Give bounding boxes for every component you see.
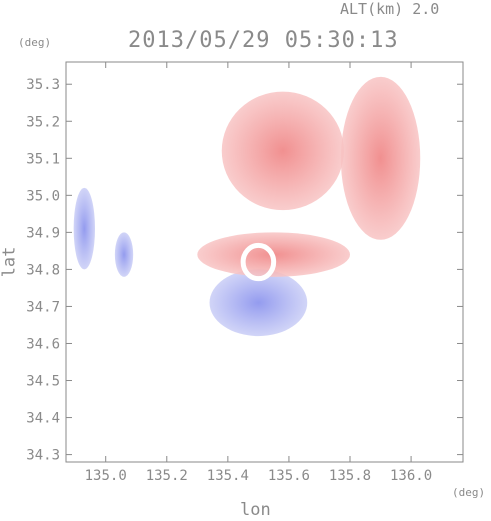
x-tick-label: 135.2: [146, 468, 188, 484]
y-tick-label: 34.3: [26, 448, 60, 464]
chart-title: 2013/05/29 05:30:13: [128, 28, 399, 53]
y-tick-label: 35.0: [26, 188, 60, 204]
negative-region-1: [114, 232, 134, 277]
y-tick-label: 34.8: [26, 262, 60, 278]
x-tick-label: 135.0: [85, 468, 127, 484]
y-tick-label: 34.4: [26, 411, 60, 427]
altitude-label: ALT(km) 2.0: [340, 0, 440, 18]
y-tick-label: 35.3: [26, 77, 60, 93]
x-axis-label: lon: [240, 500, 271, 520]
y-tick-label: 34.6: [26, 336, 60, 352]
positive-region-2: [221, 91, 344, 211]
x-tick-label: 136.0: [390, 468, 432, 484]
y-tick-label: 34.9: [26, 225, 60, 241]
x-tick-label: 135.6: [268, 468, 310, 484]
radar-center-ring: [240, 242, 277, 282]
y-tick-label: 34.7: [26, 299, 60, 315]
x-tick-label: 135.8: [329, 468, 371, 484]
velocity-field: [73, 76, 421, 337]
y-unit-label: (deg): [18, 36, 52, 49]
axis-ticks: 135.0 135.2 135.4 135.6 135.8 136.0 34.3 34.4 34…: [26, 62, 463, 484]
y-tick-label: 35.1: [26, 151, 60, 167]
x-unit-label: (deg): [452, 486, 486, 499]
negative-region-0: [73, 187, 96, 270]
x-tick-label: 135.4: [207, 468, 249, 484]
plot-frame: [65, 61, 464, 463]
negative-region-4: [209, 269, 308, 337]
y-tick-label: 35.2: [26, 114, 60, 130]
y-tick-label: 34.5: [26, 374, 60, 390]
positive-region-3: [340, 76, 421, 240]
